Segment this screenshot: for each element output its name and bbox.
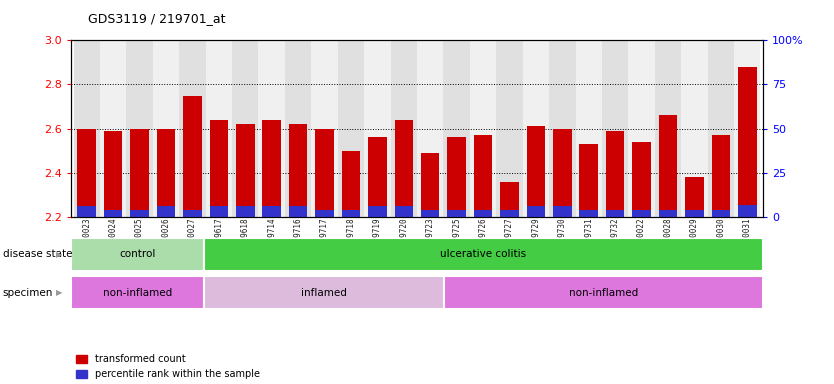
Bar bbox=[315, 129, 334, 217]
Bar bbox=[549, 40, 575, 217]
Bar bbox=[421, 153, 440, 217]
Bar bbox=[526, 126, 545, 217]
Bar bbox=[311, 40, 338, 217]
Bar bbox=[342, 210, 360, 217]
Text: GDS3119 / 219701_at: GDS3119 / 219701_at bbox=[88, 12, 225, 25]
Bar bbox=[368, 137, 387, 217]
Bar bbox=[580, 144, 598, 217]
Bar bbox=[681, 40, 707, 217]
Bar bbox=[447, 137, 466, 217]
Bar bbox=[417, 40, 444, 217]
Text: non-inflamed: non-inflamed bbox=[569, 288, 638, 298]
Bar bbox=[259, 40, 285, 217]
Bar bbox=[602, 40, 628, 217]
Bar bbox=[78, 206, 96, 217]
Bar bbox=[204, 238, 763, 271]
Bar bbox=[470, 40, 496, 217]
Bar bbox=[127, 40, 153, 217]
Text: non-inflamed: non-inflamed bbox=[103, 288, 172, 298]
Bar bbox=[500, 182, 519, 217]
Bar bbox=[447, 210, 466, 217]
Bar bbox=[183, 96, 202, 217]
Bar bbox=[659, 115, 677, 217]
Bar bbox=[342, 151, 360, 217]
Bar bbox=[232, 40, 259, 217]
Bar bbox=[289, 124, 308, 217]
Bar bbox=[104, 131, 123, 217]
Bar bbox=[390, 40, 417, 217]
Bar bbox=[130, 129, 148, 217]
Bar bbox=[686, 177, 704, 217]
Bar bbox=[289, 206, 308, 217]
Bar bbox=[523, 40, 549, 217]
Bar bbox=[100, 40, 127, 217]
Bar bbox=[179, 40, 206, 217]
Bar bbox=[711, 135, 730, 217]
Bar bbox=[553, 129, 571, 217]
Bar bbox=[444, 276, 763, 309]
Bar bbox=[338, 40, 364, 217]
Bar bbox=[153, 40, 179, 217]
Bar bbox=[73, 40, 100, 217]
Bar bbox=[394, 120, 413, 217]
Bar bbox=[204, 276, 444, 309]
Bar bbox=[707, 40, 734, 217]
Bar bbox=[738, 67, 756, 217]
Bar bbox=[632, 142, 651, 217]
Bar bbox=[104, 210, 123, 217]
Bar bbox=[368, 206, 387, 217]
Text: control: control bbox=[119, 249, 156, 260]
Bar bbox=[734, 40, 761, 217]
Bar bbox=[575, 40, 602, 217]
Bar bbox=[628, 40, 655, 217]
Text: ulcerative colitis: ulcerative colitis bbox=[440, 249, 526, 260]
Text: disease state: disease state bbox=[3, 249, 72, 260]
Bar bbox=[78, 129, 96, 217]
Bar bbox=[553, 206, 571, 217]
Bar bbox=[606, 131, 625, 217]
Bar bbox=[71, 238, 204, 271]
Bar bbox=[444, 40, 470, 217]
Bar bbox=[206, 40, 232, 217]
Bar bbox=[209, 120, 228, 217]
Bar bbox=[263, 206, 281, 217]
Bar bbox=[394, 206, 413, 217]
Bar bbox=[580, 210, 598, 217]
Bar bbox=[130, 210, 148, 217]
Bar bbox=[157, 206, 175, 217]
Bar bbox=[71, 276, 204, 309]
Bar bbox=[474, 135, 492, 217]
Bar bbox=[711, 210, 730, 217]
Bar bbox=[474, 210, 492, 217]
Bar bbox=[421, 210, 440, 217]
Bar bbox=[236, 124, 254, 217]
Bar bbox=[315, 210, 334, 217]
Bar bbox=[659, 210, 677, 217]
Bar bbox=[157, 129, 175, 217]
Bar bbox=[236, 206, 254, 217]
Bar bbox=[496, 40, 523, 217]
Text: ▶: ▶ bbox=[56, 250, 63, 259]
Bar bbox=[655, 40, 681, 217]
Bar bbox=[263, 120, 281, 217]
Bar bbox=[686, 210, 704, 217]
Bar bbox=[632, 210, 651, 217]
Bar bbox=[500, 210, 519, 217]
Bar bbox=[285, 40, 311, 217]
Legend: transformed count, percentile rank within the sample: transformed count, percentile rank withi… bbox=[76, 354, 260, 379]
Bar bbox=[738, 205, 756, 217]
Text: specimen: specimen bbox=[3, 288, 53, 298]
Text: ▶: ▶ bbox=[56, 288, 63, 297]
Bar bbox=[183, 210, 202, 217]
Bar bbox=[364, 40, 390, 217]
Text: inflamed: inflamed bbox=[301, 288, 347, 298]
Bar bbox=[606, 210, 625, 217]
Bar bbox=[209, 206, 228, 217]
Bar bbox=[526, 206, 545, 217]
